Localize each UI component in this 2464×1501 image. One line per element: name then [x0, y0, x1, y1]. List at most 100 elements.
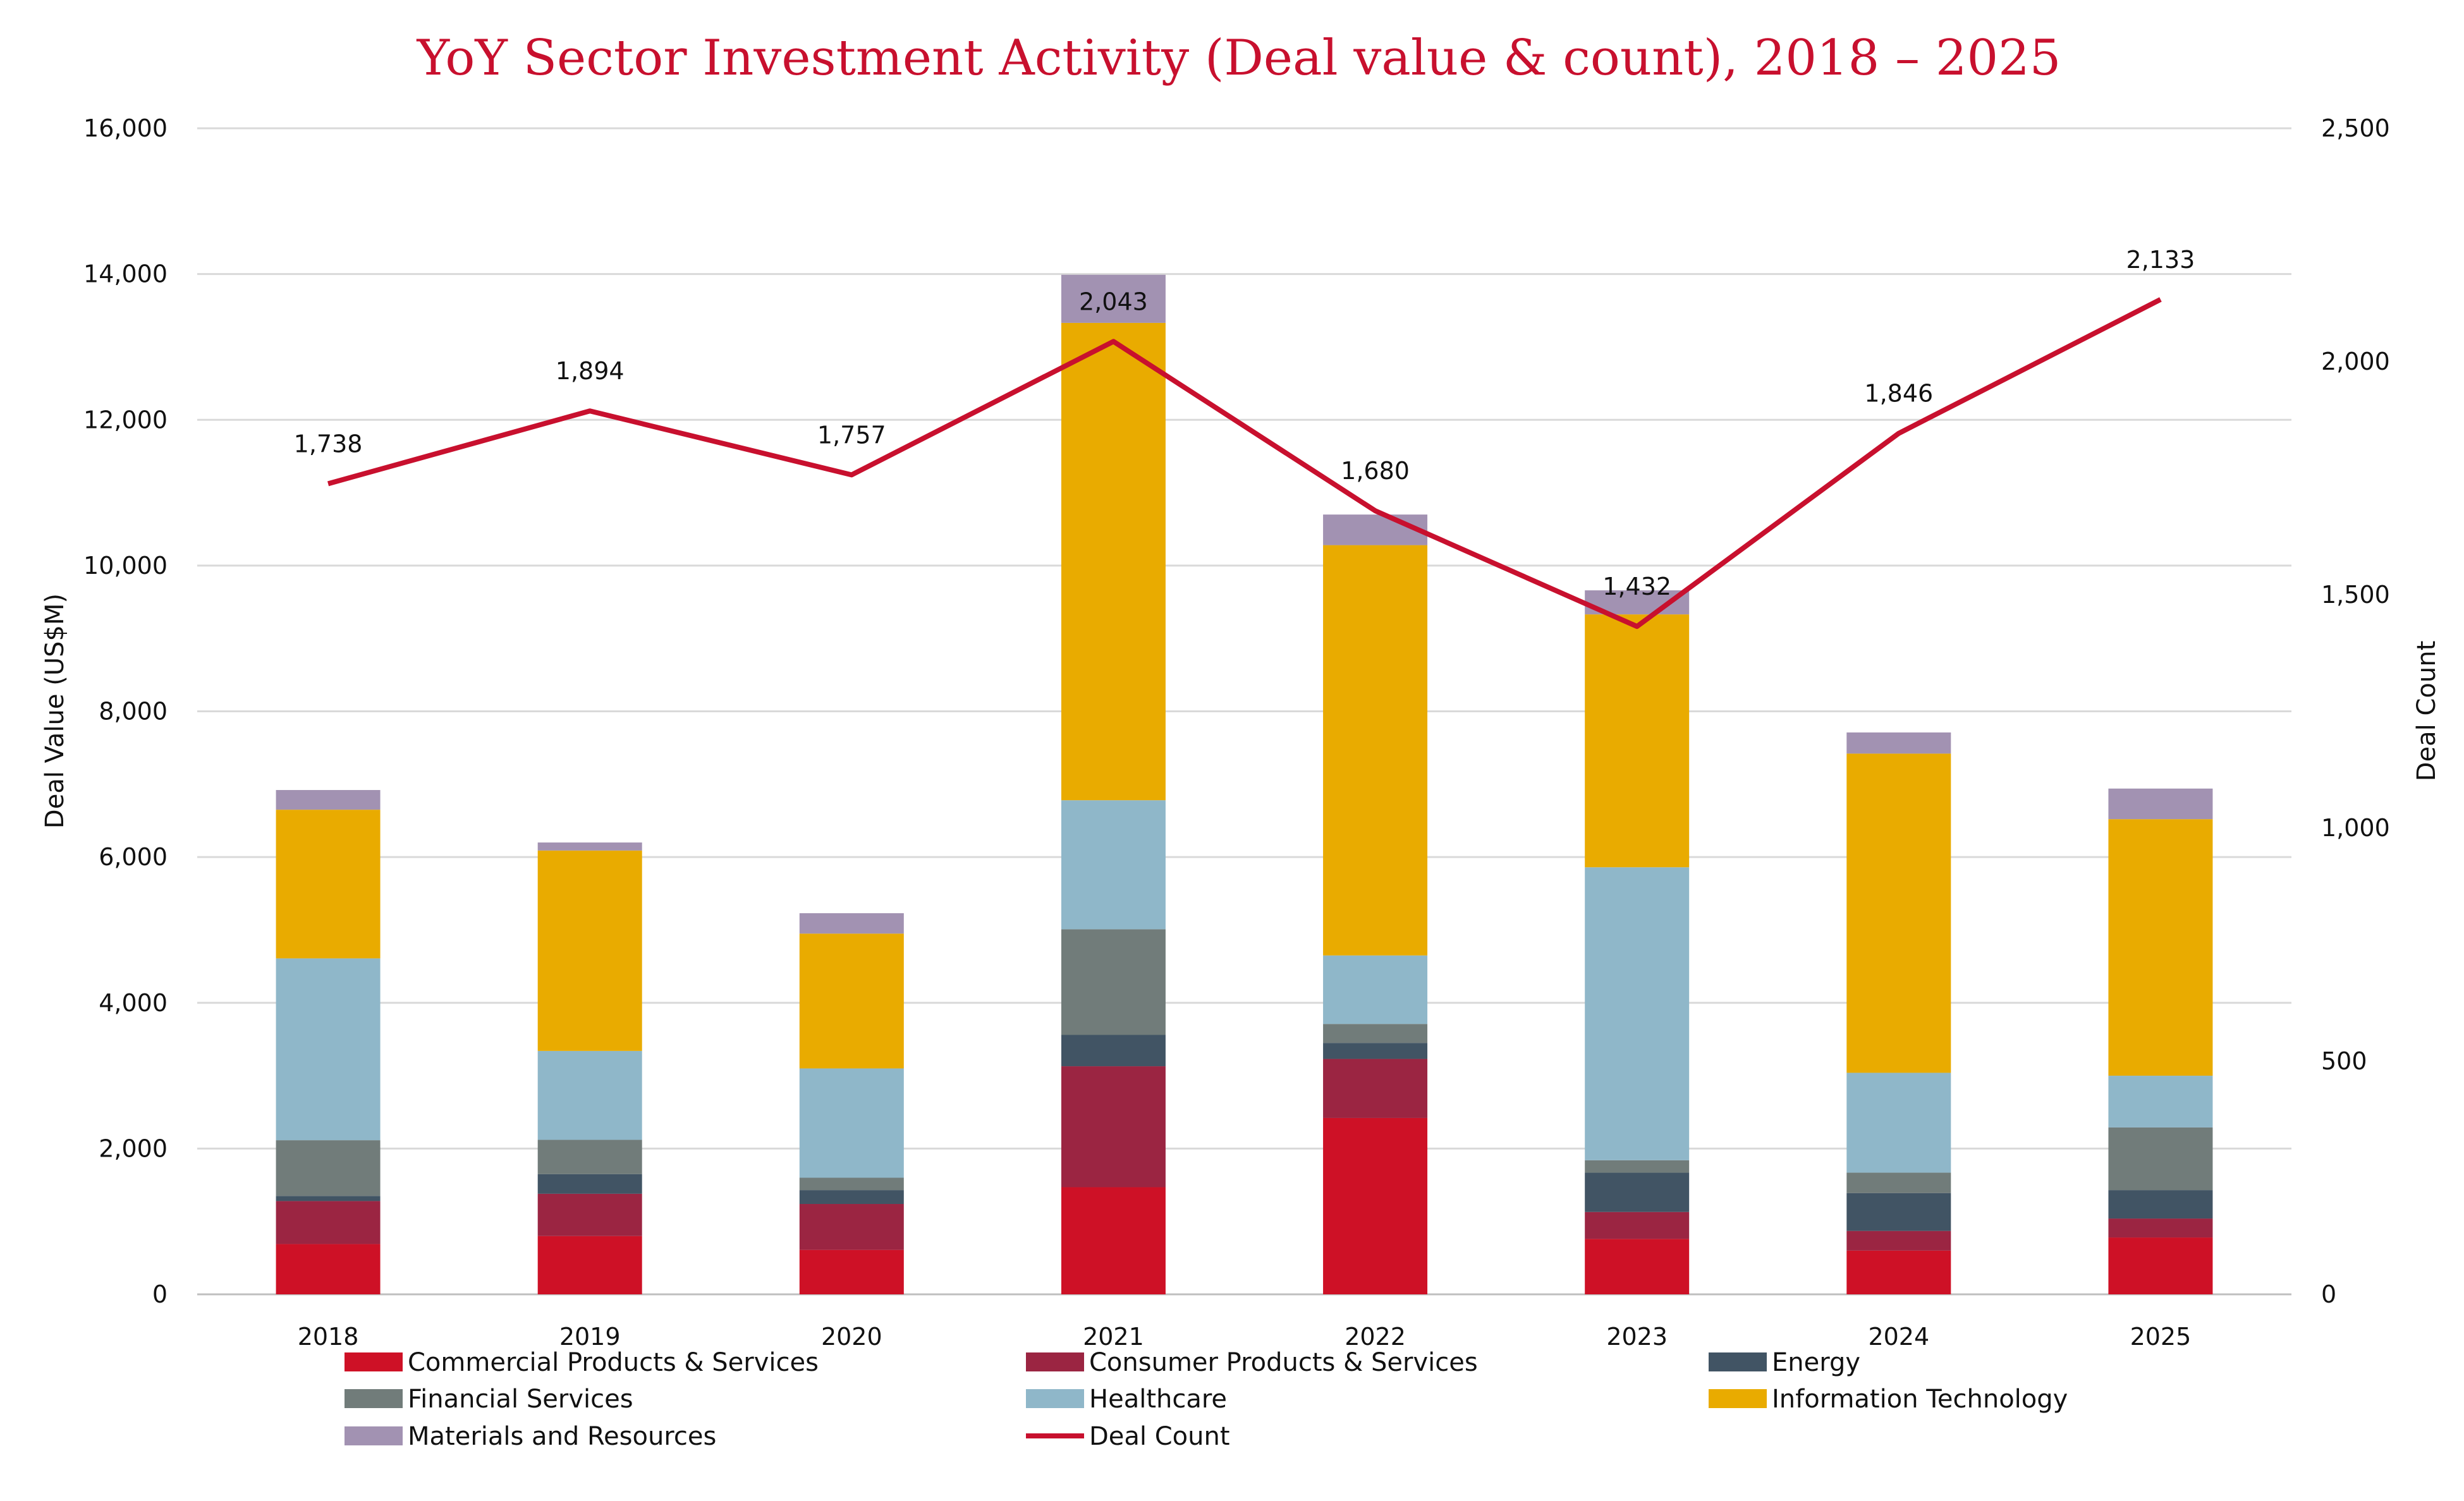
- bar-segment-materials-and-resources-2025: [2108, 788, 2213, 820]
- axes: 0 2,000 4,000 6,000 8,000 10,000 12,000 14,000 1…: [83, 114, 2390, 1351]
- x-tick-label: 2021: [1083, 1323, 1144, 1351]
- y-tick-label: 12,000: [83, 406, 168, 434]
- bar-segment-consumer-products-services-2018: [276, 1201, 381, 1244]
- bar-segment-energy-2018: [276, 1196, 381, 1201]
- bar-segment-information-technology-2018: [276, 810, 381, 959]
- deal-count-data-label: 1,894: [556, 357, 625, 385]
- y-axis-label: Deal Value (US$M): [40, 593, 70, 829]
- bar-segment-commercial-products-services-2025: [2108, 1237, 2213, 1294]
- legend-label: Financial Services: [408, 1385, 633, 1414]
- legend-swatch: [345, 1426, 403, 1445]
- y2-axis-label: Deal Count: [2412, 641, 2441, 782]
- bar-segment-energy-2024: [1846, 1193, 1951, 1231]
- legend-swatch: [1709, 1352, 1767, 1371]
- bar-segment-financial-services-2019: [537, 1139, 642, 1174]
- bar-segment-information-technology-2024: [1846, 753, 1951, 1073]
- deal-count-data-label: 1,738: [294, 430, 363, 458]
- bar-segment-energy-2020: [799, 1190, 904, 1205]
- y2-tick-label: 2,500: [2321, 114, 2390, 142]
- bar-segment-healthcare-2023: [1585, 867, 1690, 1160]
- deal-count-data-label: 1,757: [817, 421, 886, 449]
- bar-segment-financial-services-2024: [1846, 1172, 1951, 1193]
- legend-label: Materials and Resources: [408, 1422, 716, 1451]
- legend-label: Deal Count: [1089, 1422, 1230, 1451]
- bar-segment-consumer-products-services-2024: [1846, 1231, 1951, 1251]
- bar-segment-healthcare-2019: [537, 1050, 642, 1140]
- y-tick-label: 14,000: [83, 260, 168, 288]
- y2-tick-label: 0: [2321, 1280, 2336, 1308]
- deal-count-data-label: 1,680: [1341, 457, 1410, 485]
- deal-count-data-label: 2,133: [2126, 246, 2195, 274]
- y-tick-label: 8,000: [99, 698, 168, 726]
- bar-segment-healthcare-2020: [799, 1068, 904, 1178]
- x-tick-label: 2023: [1606, 1323, 1668, 1351]
- bar-segment-financial-services-2018: [276, 1140, 381, 1196]
- bar-segment-materials-and-resources-2022: [1323, 514, 1428, 545]
- legend-swatch: [1026, 1389, 1084, 1408]
- legend-swatch: [1709, 1389, 1767, 1408]
- y-tick-label: 10,000: [83, 552, 168, 580]
- legend-item: Deal Count: [1026, 1422, 1230, 1451]
- y2-tick-label: 1,000: [2321, 814, 2390, 842]
- deal-count-polyline: [327, 297, 2162, 629]
- deal-count-data-label: 2,043: [1079, 288, 1148, 315]
- gridlines: [197, 127, 2291, 1296]
- bar-segment-healthcare-2018: [276, 958, 381, 1141]
- legend-swatch: [345, 1352, 403, 1371]
- legend-swatch: [1026, 1352, 1084, 1371]
- legend-item: Healthcare: [1026, 1385, 1227, 1414]
- bar-segment-commercial-products-services-2022: [1323, 1117, 1428, 1294]
- bar-segment-commercial-products-services-2021: [1061, 1187, 1166, 1294]
- y-tick-label: 2,000: [99, 1134, 168, 1162]
- legend-item: Commercial Products & Services: [345, 1348, 819, 1377]
- bar-segment-healthcare-2024: [1846, 1073, 1951, 1173]
- bar-segment-financial-services-2022: [1323, 1024, 1428, 1043]
- bar-segment-information-technology-2020: [799, 933, 904, 1069]
- legend-item: Financial Services: [345, 1385, 633, 1414]
- x-tick-label: 2022: [1345, 1323, 1406, 1351]
- bar-segment-materials-and-resources-2020: [799, 913, 904, 934]
- x-tick-label: 2020: [821, 1323, 882, 1351]
- legend-swatch: [345, 1389, 403, 1408]
- bar-segment-commercial-products-services-2018: [276, 1244, 381, 1294]
- deal-count-line: 1,738 1,894 1,757 2,043 1,680 1,432 1,846 2,133: [294, 246, 2195, 629]
- y-tick-label: 16,000: [83, 114, 168, 142]
- bar-segment-consumer-products-services-2022: [1323, 1059, 1428, 1118]
- bar-segment-energy-2023: [1585, 1172, 1690, 1212]
- bar-segment-consumer-products-services-2019: [537, 1193, 642, 1236]
- legend-item: Energy: [1709, 1348, 1860, 1377]
- bar-segment-financial-services-2020: [799, 1177, 904, 1191]
- bar-segment-energy-2025: [2108, 1190, 2213, 1219]
- x-tick-label: 2019: [559, 1323, 621, 1351]
- deal-count-data-label: 1,432: [1602, 573, 1671, 600]
- bar-segment-energy-2021: [1061, 1035, 1166, 1067]
- bar-segment-financial-services-2025: [2108, 1127, 2213, 1191]
- y2-tick-label: 500: [2321, 1047, 2367, 1075]
- bar-segment-healthcare-2022: [1323, 955, 1428, 1024]
- bar-segment-energy-2022: [1323, 1043, 1428, 1059]
- bar-segment-materials-and-resources-2024: [1846, 732, 1951, 754]
- legend: Commercial Products & Services Consumer P…: [345, 1348, 2068, 1451]
- bar-segment-financial-services-2021: [1061, 929, 1166, 1035]
- x-tick-label: 2024: [1868, 1323, 1929, 1351]
- legend-label: Consumer Products & Services: [1089, 1348, 1478, 1377]
- bar-segment-materials-and-resources-2019: [537, 842, 642, 851]
- legend-item: Consumer Products & Services: [1026, 1348, 1478, 1377]
- bar-segment-consumer-products-services-2023: [1585, 1212, 1690, 1239]
- bar-segment-information-technology-2023: [1585, 614, 1690, 868]
- bar-segment-healthcare-2021: [1061, 800, 1166, 930]
- bar-segment-materials-and-resources-2018: [276, 790, 381, 810]
- legend-label: Healthcare: [1089, 1385, 1227, 1414]
- y-tick-label: 0: [152, 1280, 168, 1308]
- legend-label: Energy: [1772, 1348, 1860, 1377]
- bar-segment-information-technology-2022: [1323, 545, 1428, 956]
- legend-item: Materials and Resources: [345, 1422, 716, 1451]
- chart-title: YoY Sector Investment Activity (Deal val…: [417, 30, 2061, 87]
- bar-segment-information-technology-2025: [2108, 819, 2213, 1076]
- bar-segment-consumer-products-services-2020: [799, 1204, 904, 1250]
- bars: [276, 274, 2213, 1294]
- bar-segment-commercial-products-services-2020: [799, 1249, 904, 1294]
- bar-segment-commercial-products-services-2023: [1585, 1239, 1690, 1294]
- y-tick-label: 4,000: [99, 989, 168, 1017]
